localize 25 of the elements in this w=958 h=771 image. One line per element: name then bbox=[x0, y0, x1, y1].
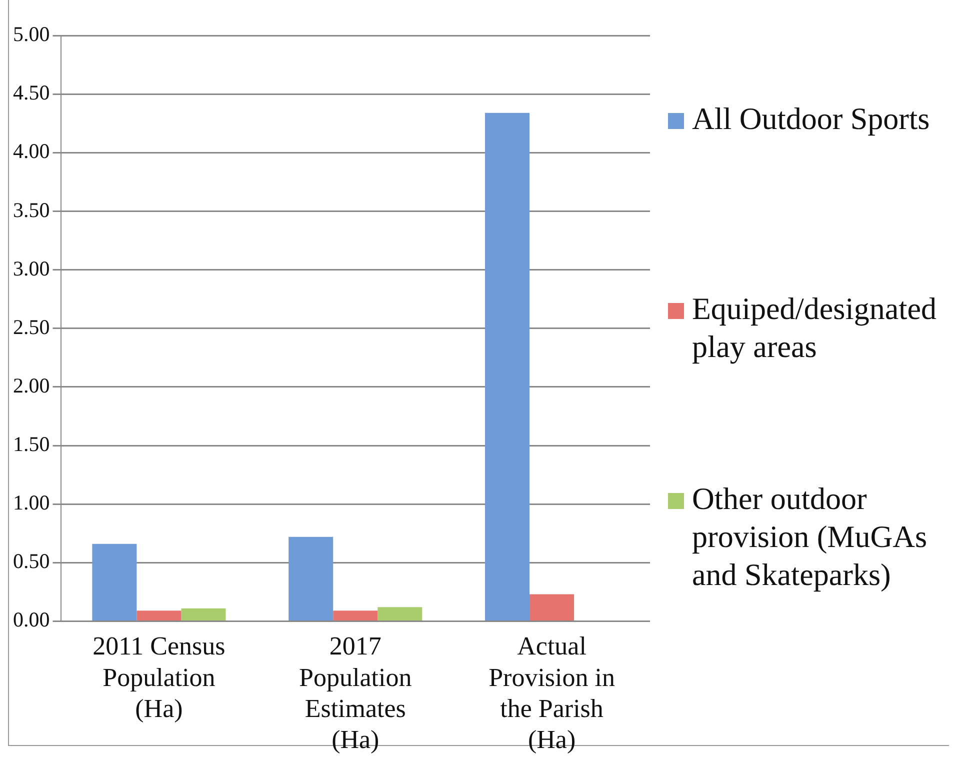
bar bbox=[92, 544, 137, 620]
legend-label: Equiped/designated play areas bbox=[692, 290, 938, 366]
x-tick-label: 2017 Population Estimates (Ha) bbox=[299, 632, 412, 754]
y-tick-label: 2.00 bbox=[13, 373, 50, 398]
y-tick-label: 0.00 bbox=[13, 608, 50, 632]
y-tick-label: 5.00 bbox=[13, 22, 50, 46]
x-tick-label: 2011 Census Population (Ha) bbox=[92, 632, 226, 724]
legend-label: All Outdoor Sports bbox=[692, 100, 930, 138]
y-tick-label: 3.50 bbox=[13, 198, 50, 222]
legend-label: Other outdoor provision (MuGAs and Skateparks) bbox=[692, 480, 928, 594]
bar bbox=[181, 608, 226, 620]
bar bbox=[136, 610, 182, 620]
bar bbox=[378, 607, 422, 620]
x-tick-label: Actual Provision in the Parish (Ha) bbox=[488, 632, 616, 754]
bar bbox=[288, 536, 334, 620]
bar bbox=[485, 112, 530, 620]
y-tick-label: 0.50 bbox=[13, 549, 50, 574]
bar bbox=[530, 594, 574, 620]
bar bbox=[333, 610, 378, 620]
y-tick-label: 2.50 bbox=[13, 314, 50, 339]
y-tick-label: 3.00 bbox=[13, 256, 50, 280]
y-tick-label: 4.50 bbox=[13, 80, 50, 105]
y-tick-label: 1.50 bbox=[13, 432, 50, 456]
y-tick-label: 4.00 bbox=[13, 139, 50, 164]
y-tick-label: 1.00 bbox=[13, 490, 50, 515]
